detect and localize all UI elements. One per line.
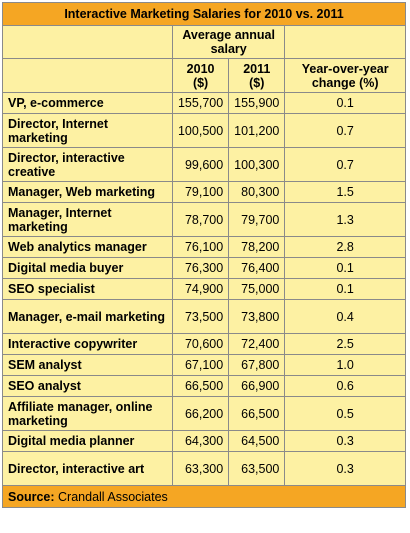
value-2011: 100,300: [228, 147, 286, 182]
value-change: 1.0: [284, 354, 406, 376]
value-change: 2.5: [284, 333, 406, 355]
value-2010: 63,300: [171, 451, 230, 486]
value-2010: 76,100: [171, 236, 230, 258]
value-2011: 76,400: [228, 257, 286, 279]
table-row: Director, interactive art 63,300 63,500 0.3: [2, 451, 406, 486]
source-cell: Source: Crandall Associates: [2, 485, 406, 508]
column-header-change: Year-over-year change (%): [284, 58, 406, 93]
value-change: 0.7: [284, 113, 406, 148]
source-text: Crandall Associates: [58, 489, 168, 504]
value-2011: 155,900: [228, 92, 286, 114]
value-change: 0.7: [284, 147, 406, 182]
table-row: SEO specialist 74,900 75,000 0.1: [2, 278, 406, 300]
value-2011: 64,500: [228, 430, 286, 452]
salary-table-container: Interactive Marketing Salaries for 2010 …: [2, 2, 406, 508]
value-2011: 66,900: [228, 375, 286, 397]
row-label: Director, interactive creative: [2, 147, 173, 182]
row-label: SEO analyst: [2, 375, 173, 397]
table-row: Interactive copywriter 70,600 72,400 2.5: [2, 333, 406, 355]
table-row: Director, interactive creative 99,600 100,…: [2, 147, 406, 182]
row-label: Web analytics manager: [2, 236, 173, 258]
value-2010: 73,500: [171, 299, 230, 334]
value-change: 2.8: [284, 236, 406, 258]
value-2011: 78,200: [228, 236, 286, 258]
value-2011: 79,700: [228, 202, 286, 237]
row-label: Manager, Web marketing: [2, 181, 173, 203]
table-row: Digital media planner 64,300 64,500 0.3: [2, 430, 406, 452]
table-row: Manager, Web marketing 79,100 80,300 1.5: [2, 181, 406, 203]
value-2011: 67,800: [228, 354, 286, 376]
value-change: 0.5: [284, 396, 406, 431]
value-change: 0.1: [284, 257, 406, 279]
table-row: Affiliate manager, online marketing 66,20…: [2, 396, 406, 431]
table-row: Manager, e-mail marketing 73,500 73,800 0.4: [2, 299, 406, 334]
row-label: SEO specialist: [2, 278, 173, 300]
value-2010: 79,100: [171, 181, 230, 203]
value-change: 0.4: [284, 299, 406, 334]
value-2010: 67,100: [171, 354, 230, 376]
value-2011: 75,000: [228, 278, 286, 300]
row-label: VP, e-commerce: [2, 92, 173, 114]
group-header-average-salary: Average annual salary: [171, 25, 286, 59]
value-2011: 80,300: [228, 181, 286, 203]
source-label: Source:: [8, 489, 55, 504]
row-label: Director, interactive art: [2, 451, 173, 486]
value-2010: 100,500: [171, 113, 230, 148]
table-row: Web analytics manager 76,100 78,200 2.8: [2, 236, 406, 258]
value-2010: 66,500: [171, 375, 230, 397]
value-change: 0.3: [284, 430, 406, 452]
value-2011: 66,500: [228, 396, 286, 431]
value-2010: 64,300: [171, 430, 230, 452]
value-change: 0.3: [284, 451, 406, 486]
value-2010: 70,600: [171, 333, 230, 355]
value-2011: 63,500: [228, 451, 286, 486]
value-change: 0.1: [284, 278, 406, 300]
row-label: Manager, e-mail marketing: [2, 299, 173, 334]
table-row: VP, e-commerce 155,700 155,900 0.1: [2, 92, 406, 114]
header-blank-change: [284, 25, 406, 59]
header-blank-label-2: [2, 58, 173, 93]
row-label: Interactive copywriter: [2, 333, 173, 355]
table-body: VP, e-commerce 155,700 155,900 0.1 Director,…: [2, 92, 406, 486]
row-label: Director, Internet marketing: [2, 113, 173, 148]
value-change: 0.6: [284, 375, 406, 397]
value-2010: 99,600: [171, 147, 230, 182]
table-row: Director, Internet marketing 100,500 101,2…: [2, 113, 406, 148]
row-label: Affiliate manager, online marketing: [2, 396, 173, 431]
row-label: Manager, Internet marketing: [2, 202, 173, 237]
value-2010: 155,700: [171, 92, 230, 114]
value-change: 1.5: [284, 181, 406, 203]
value-change: 1.3: [284, 202, 406, 237]
value-2010: 66,200: [171, 396, 230, 431]
table-title: Interactive Marketing Salaries for 2010 …: [2, 2, 406, 26]
row-label: Digital media planner: [2, 430, 173, 452]
value-2010: 78,700: [171, 202, 230, 237]
table-row: Manager, Internet marketing 78,700 79,700 1…: [2, 202, 406, 237]
value-change: 0.1: [284, 92, 406, 114]
table-row: SEO analyst 66,500 66,900 0.6: [2, 375, 406, 397]
row-label: SEM analyst: [2, 354, 173, 376]
column-header-2011: 2011 ($): [228, 58, 286, 93]
table-row: Digital media buyer 76,300 76,400 0.1: [2, 257, 406, 279]
header-blank-label: [2, 25, 173, 59]
table-row: SEM analyst 67,100 67,800 1.0: [2, 354, 406, 376]
value-2011: 101,200: [228, 113, 286, 148]
column-header-2010: 2010 ($): [171, 58, 230, 93]
value-2011: 73,800: [228, 299, 286, 334]
value-2010: 76,300: [171, 257, 230, 279]
value-2011: 72,400: [228, 333, 286, 355]
row-label: Digital media buyer: [2, 257, 173, 279]
value-2010: 74,900: [171, 278, 230, 300]
salary-table: Interactive Marketing Salaries for 2010 …: [2, 2, 406, 508]
